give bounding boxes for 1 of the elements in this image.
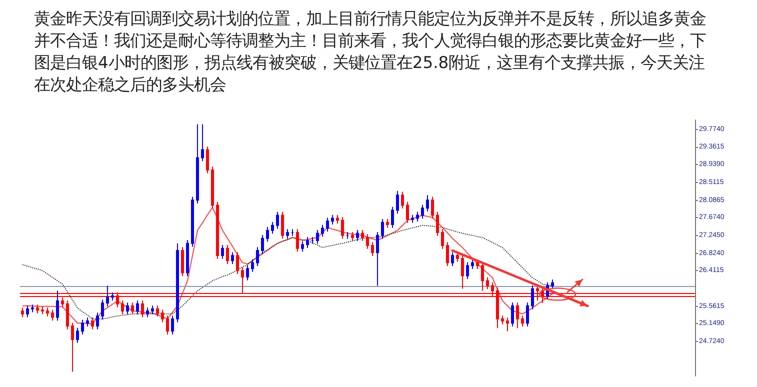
chart-title: 黄金昨天没有回调到交易计划的位置，加上目前行情只能定位为反弹并不是反转，所以追多黄金并不合适！我们还是耐心等待调整为主！目前来看，我个人觉得白银的形态要比黄金好一些，下图是白银4小时的图形，拐点线有被突破，关键位置在25.8附近，这里有个支撑共振，今天关注在次处企稳之后的多头机会: [34, 8, 707, 96]
